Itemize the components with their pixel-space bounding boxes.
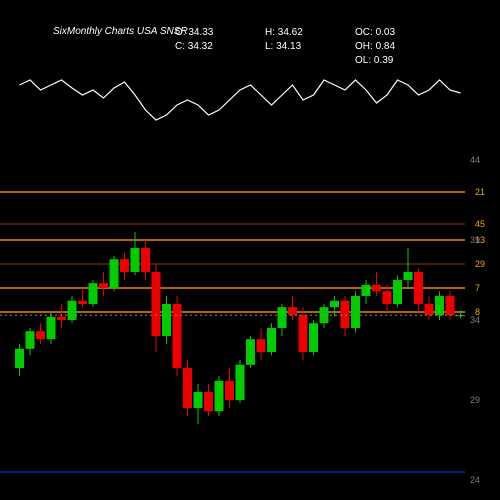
- indicator-line: [20, 80, 461, 120]
- candle-body: [194, 392, 203, 408]
- candle-body: [152, 272, 161, 336]
- candle-body: [26, 331, 35, 349]
- candle-body: [372, 285, 381, 291]
- candle-body: [131, 248, 140, 272]
- candle-body: [383, 291, 392, 304]
- candle-body: [47, 317, 56, 339]
- candle-body: [204, 392, 213, 411]
- candle-body: [183, 368, 192, 408]
- candle-body: [330, 301, 339, 307]
- price-axis-label: 44: [470, 155, 480, 165]
- candle-body: [351, 296, 360, 328]
- candle-body: [362, 285, 371, 296]
- candle-body: [446, 296, 455, 315]
- chart-container: SixMonthly Charts USA SNSR O: 34.33 H: 3…: [0, 0, 500, 500]
- candle-body: [393, 280, 402, 304]
- candle-body: [225, 381, 234, 400]
- candle-body: [278, 307, 287, 328]
- candle-body: [78, 301, 87, 304]
- horizontal-level-label: 29: [475, 259, 485, 269]
- candle-body: [309, 323, 318, 352]
- candle-body: [404, 272, 413, 280]
- candle-body: [57, 317, 66, 320]
- candle-body: [120, 259, 129, 272]
- candle-body: [236, 365, 245, 400]
- candle-body: [15, 349, 24, 368]
- candle-body: [257, 339, 266, 352]
- chart-svg: 21451329782429343944: [0, 0, 500, 500]
- horizontal-level-label: 7: [475, 283, 480, 293]
- candle-body: [162, 304, 171, 336]
- candle-body: [299, 315, 308, 352]
- horizontal-level-label: 45: [475, 219, 485, 229]
- candle-body: [435, 296, 444, 315]
- candle-body: [89, 283, 98, 304]
- candle-body: [288, 307, 297, 315]
- candle-body: [267, 328, 276, 352]
- candle-body: [141, 248, 150, 272]
- candle-body: [99, 283, 108, 288]
- price-axis-label: 24: [470, 475, 480, 485]
- candle-body: [414, 272, 423, 304]
- candle-body: [341, 301, 350, 328]
- candle-body: [215, 381, 224, 411]
- candle-body: [110, 259, 119, 288]
- price-axis-label: 34: [470, 315, 480, 325]
- candle-body: [36, 331, 45, 339]
- candle-body: [425, 304, 434, 315]
- candle-body: [173, 304, 182, 368]
- candle-body: [246, 339, 255, 365]
- horizontal-level-label: 21: [475, 187, 485, 197]
- price-axis-label: 29: [470, 395, 480, 405]
- candle-body: [68, 301, 77, 320]
- price-axis-label: 39: [470, 235, 480, 245]
